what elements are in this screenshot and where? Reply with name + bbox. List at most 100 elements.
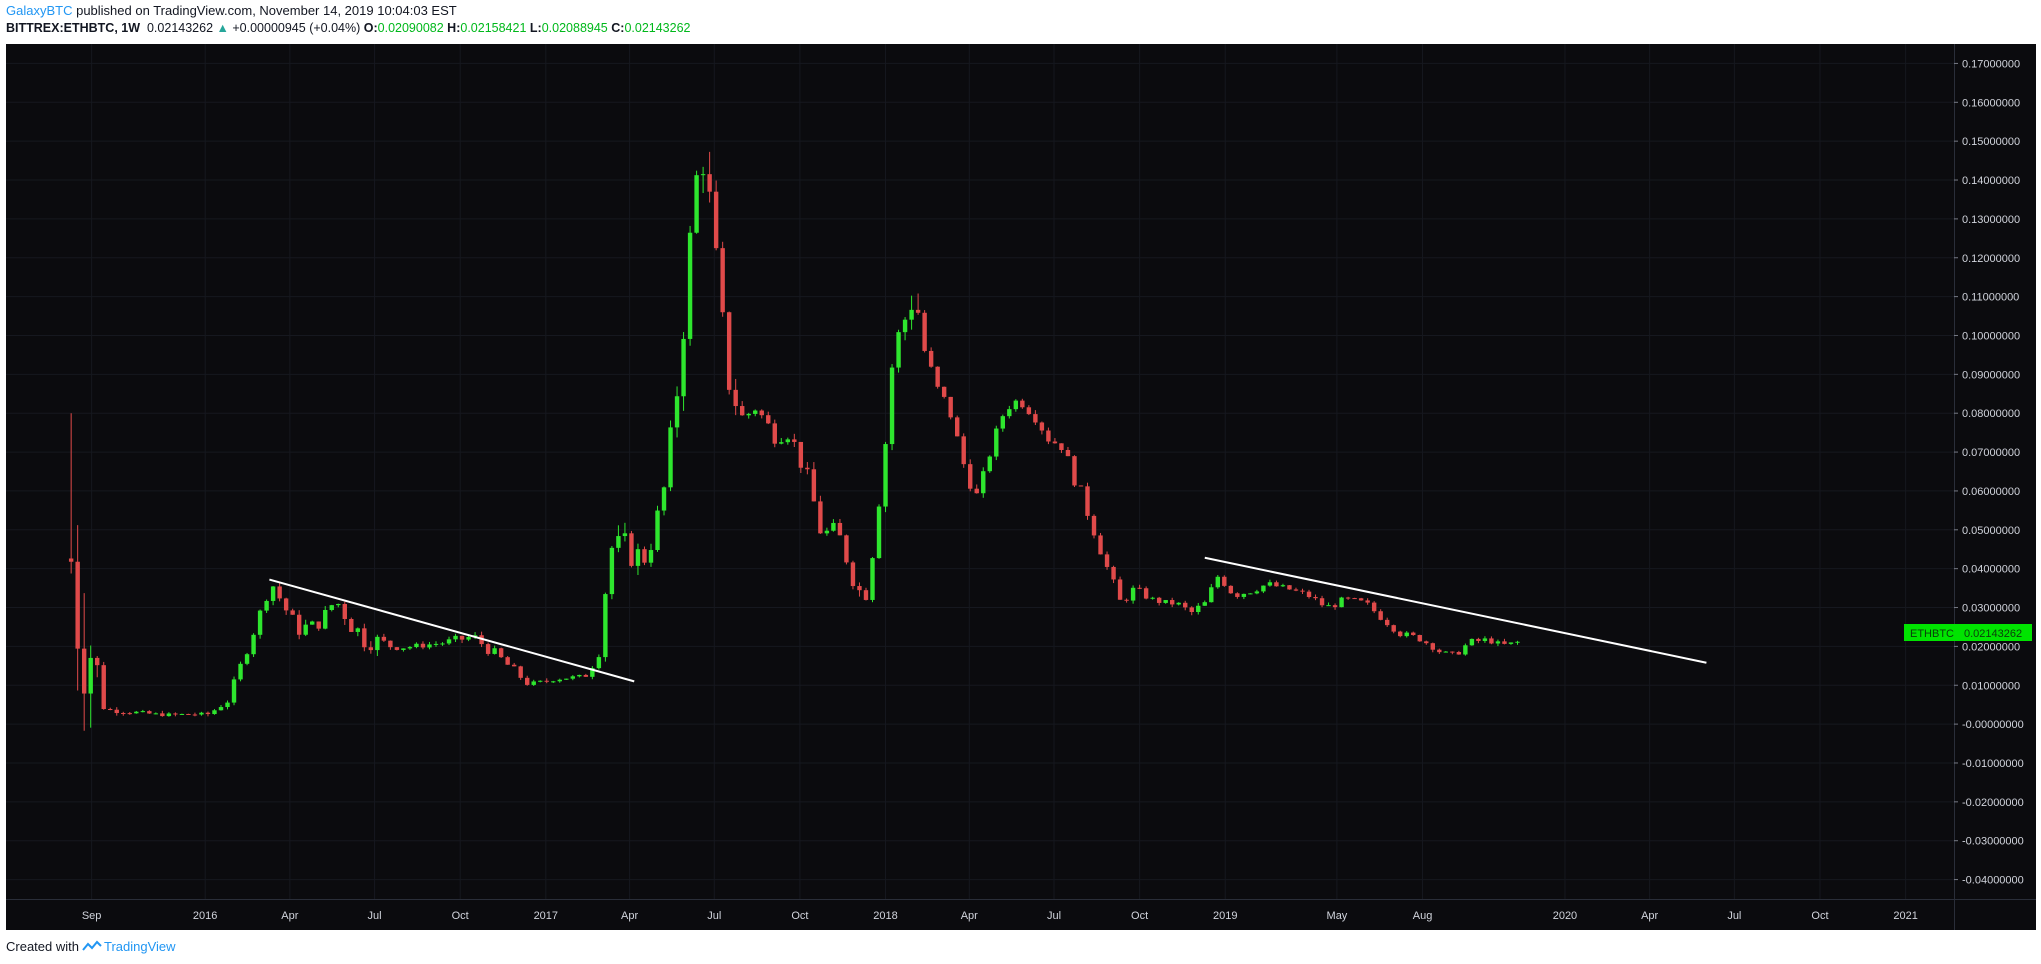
candle-up	[994, 428, 999, 457]
candle-up	[831, 522, 836, 531]
candle-up	[883, 444, 888, 507]
time-axis[interactable]: Sep 2016 Apr Jul Oct 2017 Apr Jul Oct 2018 Apr Jul O…	[82, 910, 1918, 922]
y-tick-label: 0.03000000	[1962, 603, 2020, 615]
candle-down	[844, 535, 849, 563]
candle-down	[1156, 597, 1162, 603]
x-tick-label: Apr	[961, 910, 978, 922]
candle-down	[362, 628, 367, 648]
candle-up	[668, 427, 673, 488]
candle-up	[355, 628, 361, 632]
price-chart[interactable]: 0.17000000 0.16000000 0.15000000 0.14000000…	[6, 44, 2036, 930]
candle-up	[981, 471, 986, 494]
trendline-2019[interactable]	[1204, 556, 1707, 664]
y-tick-label: 0.05000000	[1962, 525, 2020, 537]
last-price: 0.02143262	[146, 21, 214, 35]
candle-up	[427, 644, 432, 648]
candle-down	[1352, 598, 1357, 600]
candle-down	[368, 647, 374, 651]
trendline-2016[interactable]	[269, 578, 635, 683]
y-tick-label: -0.00000000	[1962, 719, 2024, 731]
candle-down	[192, 714, 198, 716]
candle-down	[1111, 566, 1116, 580]
candle-up	[166, 713, 172, 717]
candle-down	[1293, 589, 1299, 591]
candle-down	[811, 469, 817, 502]
candle-down	[283, 598, 289, 611]
candle-down	[740, 406, 745, 416]
candle-down	[1235, 593, 1240, 597]
candle-up	[1013, 400, 1019, 410]
low-label: L:	[529, 21, 542, 35]
candle-up	[1215, 576, 1220, 588]
candle-down	[81, 648, 87, 694]
candle-up	[1254, 591, 1260, 594]
candle-up	[1463, 645, 1468, 655]
candle-down	[1391, 625, 1396, 632]
candle-up	[590, 668, 595, 677]
candle-down	[1137, 587, 1142, 589]
candle-up	[231, 679, 237, 703]
candle-up	[648, 550, 654, 563]
candle-down	[1345, 597, 1351, 599]
candle-down	[1417, 635, 1422, 642]
candle-down	[1300, 590, 1305, 592]
price-axis[interactable]: 0.17000000 0.16000000 0.15000000 0.14000000…	[1954, 58, 2024, 887]
candle-down	[818, 501, 823, 534]
candle-down	[863, 590, 869, 600]
candle-down	[961, 436, 966, 465]
candle-down	[922, 312, 927, 351]
candle-up	[609, 547, 615, 595]
candle-up	[466, 637, 471, 640]
close-label: C:	[611, 21, 625, 35]
x-tick-label: Jul	[368, 910, 382, 922]
author-link[interactable]: GalaxyBTC	[6, 3, 73, 18]
candle-down	[935, 366, 940, 387]
candle-down	[1026, 407, 1032, 415]
candle-up	[570, 676, 576, 679]
candle-down	[1313, 596, 1318, 599]
footer: Created with TradingView	[6, 939, 176, 954]
candle-up	[1196, 605, 1201, 613]
candle-down	[95, 657, 100, 666]
grid	[6, 44, 1954, 899]
candle-down	[205, 712, 211, 715]
x-tick-label: Jul	[707, 910, 721, 922]
candle-down	[121, 713, 126, 715]
candle-down	[1072, 456, 1077, 486]
candle-up	[179, 713, 185, 715]
candle-down	[850, 562, 856, 587]
candle-up	[661, 487, 667, 511]
tradingview-link[interactable]: TradingView	[103, 939, 176, 954]
candle-up	[824, 530, 830, 534]
price-change: +0.00000945 (+0.04%)	[232, 21, 361, 35]
candle-down	[713, 191, 719, 249]
candle-down	[147, 711, 152, 714]
candle-down	[1371, 602, 1377, 612]
y-tick-label: 0.17000000	[1962, 58, 2020, 70]
y-tick-label: 0.16000000	[1962, 97, 2020, 109]
candle-up	[1508, 642, 1514, 644]
x-tick-label: Jul	[1727, 910, 1741, 922]
candle-up	[1339, 597, 1344, 608]
high-label: H:	[447, 21, 461, 35]
candle-down	[459, 635, 465, 640]
candle-up	[446, 639, 452, 644]
candle-down	[720, 248, 725, 313]
y-tick-label: -0.01000000	[1962, 758, 2024, 770]
candle-down	[485, 644, 491, 654]
candle-up	[1150, 597, 1155, 599]
y-tick-label: -0.04000000	[1962, 875, 2024, 887]
x-tick-label: Aug	[1413, 910, 1433, 922]
candle-down	[108, 709, 113, 711]
x-tick-label: 2018	[873, 910, 897, 922]
candle-up	[218, 707, 224, 711]
candle-down	[1117, 579, 1123, 600]
created-with-text: Created with	[6, 939, 79, 954]
candle-down	[1189, 607, 1194, 613]
candle-down	[388, 640, 393, 648]
y-tick-label: 0.15000000	[1962, 136, 2020, 148]
y-tick-label: 0.10000000	[1962, 330, 2020, 342]
candle-up	[199, 712, 204, 715]
candle-up	[687, 232, 693, 339]
trendlines[interactable]	[269, 556, 1707, 683]
